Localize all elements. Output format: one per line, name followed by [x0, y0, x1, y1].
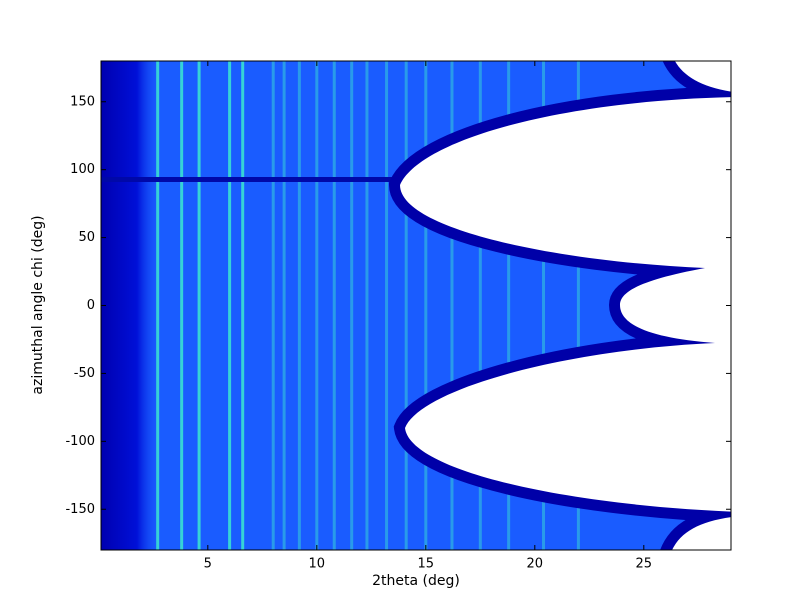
- image: [101, 61, 731, 550]
- ring: [282, 61, 286, 550]
- y-tick-label: 100: [70, 162, 95, 177]
- ring: [404, 61, 408, 550]
- ring: [424, 61, 428, 550]
- y-axis-label: azimuthal angle chi (deg): [30, 215, 46, 394]
- ring: [315, 61, 319, 550]
- x-tick-label: 5: [204, 557, 212, 572]
- ring: [542, 61, 546, 550]
- ring: [365, 61, 369, 550]
- y-tick-label: -50: [74, 366, 95, 381]
- x-tick-label: 25: [636, 557, 653, 572]
- y-tick-label: -150: [65, 502, 95, 517]
- x-tick-label: 20: [527, 557, 544, 572]
- ring: [478, 61, 482, 550]
- x-axis-label: 2theta (deg): [372, 573, 460, 589]
- masked-regions: [400, 61, 731, 550]
- ring: [507, 61, 511, 550]
- ring: [297, 61, 301, 550]
- y-tick-label: 50: [78, 230, 95, 245]
- x-tick-label: 15: [418, 557, 435, 572]
- ring: [350, 61, 354, 550]
- ring: [332, 61, 336, 550]
- y-tick-label: 0: [87, 298, 95, 313]
- rings: [156, 61, 580, 550]
- ring: [228, 61, 232, 550]
- ring: [241, 61, 245, 550]
- ring: [271, 61, 275, 550]
- ring: [180, 61, 184, 550]
- x-tick-label: 10: [309, 557, 326, 572]
- dark-band: [101, 61, 161, 550]
- gap-line: [101, 177, 401, 182]
- ring: [576, 61, 580, 550]
- y-tick-label: 150: [70, 94, 95, 109]
- y-tick-label: -100: [65, 434, 95, 449]
- ring: [385, 61, 389, 550]
- ring: [450, 61, 454, 550]
- ring: [156, 61, 160, 550]
- ring: [197, 61, 201, 550]
